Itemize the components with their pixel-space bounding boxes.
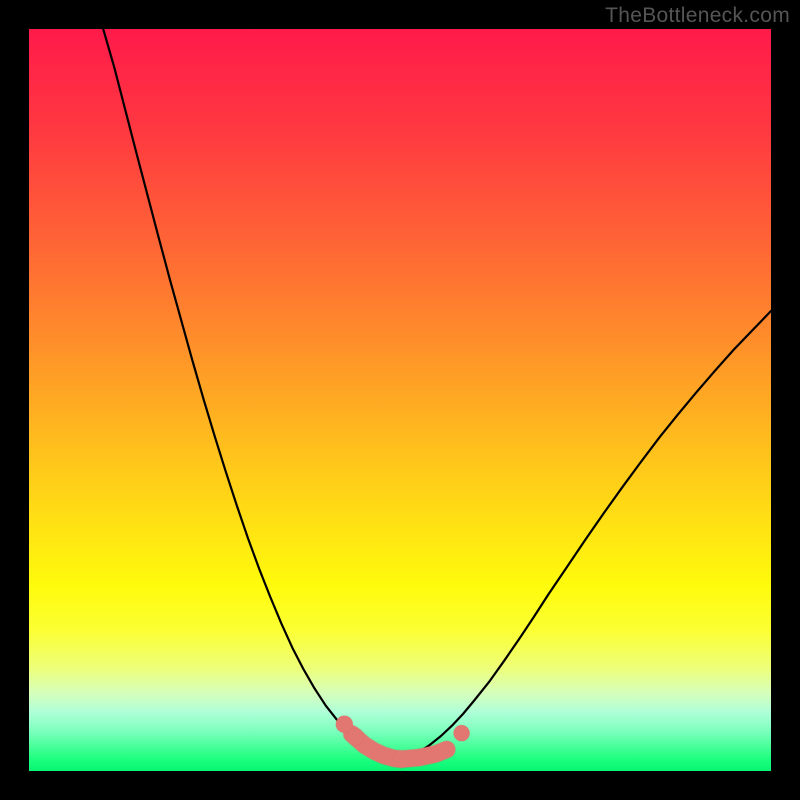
chart-root: TheBottleneck.com xyxy=(0,0,800,800)
marker-dot-2 xyxy=(454,725,470,741)
plot-svg xyxy=(29,29,771,771)
marker-dot-1 xyxy=(347,728,364,745)
gradient-background xyxy=(29,29,771,771)
plot-area xyxy=(29,29,771,771)
watermark-label: TheBottleneck.com xyxy=(605,4,790,28)
marker-sausage-1 xyxy=(401,749,446,759)
